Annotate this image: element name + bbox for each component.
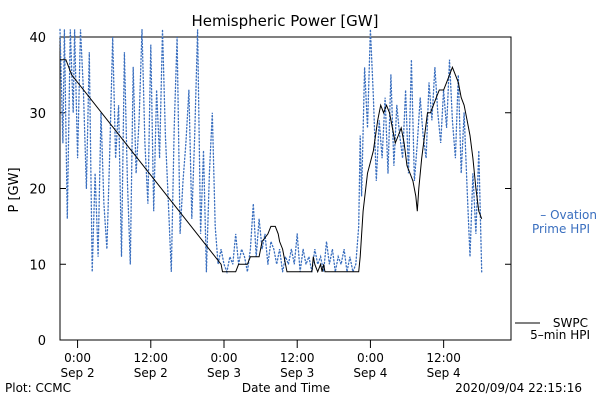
ovation-prime-series-line: [59, 28, 483, 275]
chart-title: Hemispheric Power [GW]: [192, 12, 379, 30]
x-axis-label: Date and Time: [242, 381, 330, 395]
y-tick-label: 20: [29, 183, 46, 198]
x-tick-time-label: 12:00: [426, 351, 461, 365]
y-tick-label: 30: [29, 107, 46, 122]
x-tick-date-label: Sep 4: [427, 366, 461, 380]
x-tick-date-label: Sep 4: [353, 366, 387, 380]
x-tick-date-label: Sep 3: [207, 366, 241, 380]
x-tick-time-label: 0:00: [211, 351, 238, 365]
x-tick-date-label: Sep 3: [280, 366, 314, 380]
footer-plot-source: Plot: CCMC: [5, 381, 71, 395]
y-tick-label: 10: [29, 258, 46, 273]
x-tick-time-label: 12:00: [133, 351, 168, 365]
x-tick-time-label: 0:00: [357, 351, 384, 365]
legend-ovation-line2: Prime HPI: [532, 222, 590, 236]
y-axis-label: P [GW]: [7, 167, 22, 212]
y-tick-label: 0: [38, 334, 46, 349]
x-tick-time-label: 12:00: [280, 351, 315, 365]
legend-swpc-line1: SWPC: [553, 316, 588, 330]
legend-swpc-line2: 5–min HPI: [530, 328, 590, 342]
x-tick-time-label: 0:00: [64, 351, 91, 365]
y-axis-ticks: 0 10 20 30 40: [29, 31, 511, 349]
legend-ovation-line1: – Ovation: [540, 208, 597, 222]
x-tick-date-label: Sep 2: [61, 366, 95, 380]
series-layer: [59, 28, 483, 275]
x-tick-date-label: Sep 2: [134, 366, 168, 380]
footer-timestamp: 2020/09/04 22:15:16: [455, 381, 582, 395]
y-tick-label: 40: [29, 31, 46, 46]
swpc-series-line: [60, 59, 483, 274]
